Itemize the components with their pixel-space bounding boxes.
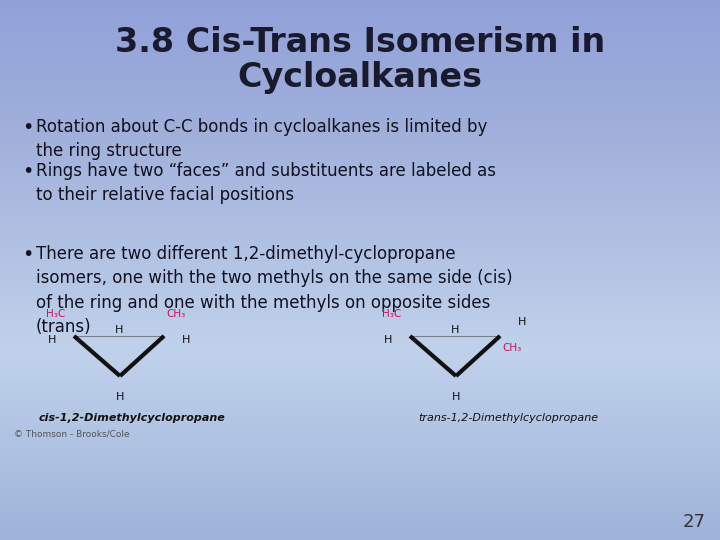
Text: H: H	[452, 392, 460, 402]
Text: •: •	[22, 162, 33, 181]
Text: H: H	[384, 335, 392, 345]
Text: H: H	[518, 317, 526, 327]
Text: H: H	[451, 325, 459, 335]
Text: cis-1,2-Dimethylcyclopropane: cis-1,2-Dimethylcyclopropane	[39, 413, 225, 423]
Text: H: H	[48, 335, 56, 345]
Text: Cycloalkanes: Cycloalkanes	[238, 62, 482, 94]
Text: trans-1,2-Dimethylcyclopropane: trans-1,2-Dimethylcyclopropane	[418, 413, 598, 423]
Text: CH₃: CH₃	[502, 343, 521, 353]
Text: © Thomson - Brooks/Cole: © Thomson - Brooks/Cole	[14, 429, 130, 438]
Text: CH₃: CH₃	[166, 309, 185, 319]
Text: H: H	[116, 392, 124, 402]
Text: Rings have two “faces” and substituents are labeled as
to their relative facial : Rings have two “faces” and substituents …	[36, 162, 496, 204]
Text: •: •	[22, 245, 33, 264]
Text: H₃C: H₃C	[382, 309, 401, 319]
Text: H: H	[182, 335, 190, 345]
Text: •: •	[22, 118, 33, 137]
Text: H₃C: H₃C	[46, 309, 66, 319]
Text: H: H	[114, 325, 123, 335]
Text: There are two different 1,2-dimethyl-cyclopropane
isomers, one with the two meth: There are two different 1,2-dimethyl-cyc…	[36, 245, 513, 336]
Text: 3.8 Cis-Trans Isomerism in: 3.8 Cis-Trans Isomerism in	[115, 25, 605, 58]
Text: 27: 27	[683, 513, 706, 531]
Text: Rotation about C-C bonds in cycloalkanes is limited by
the ring structure: Rotation about C-C bonds in cycloalkanes…	[36, 118, 487, 160]
